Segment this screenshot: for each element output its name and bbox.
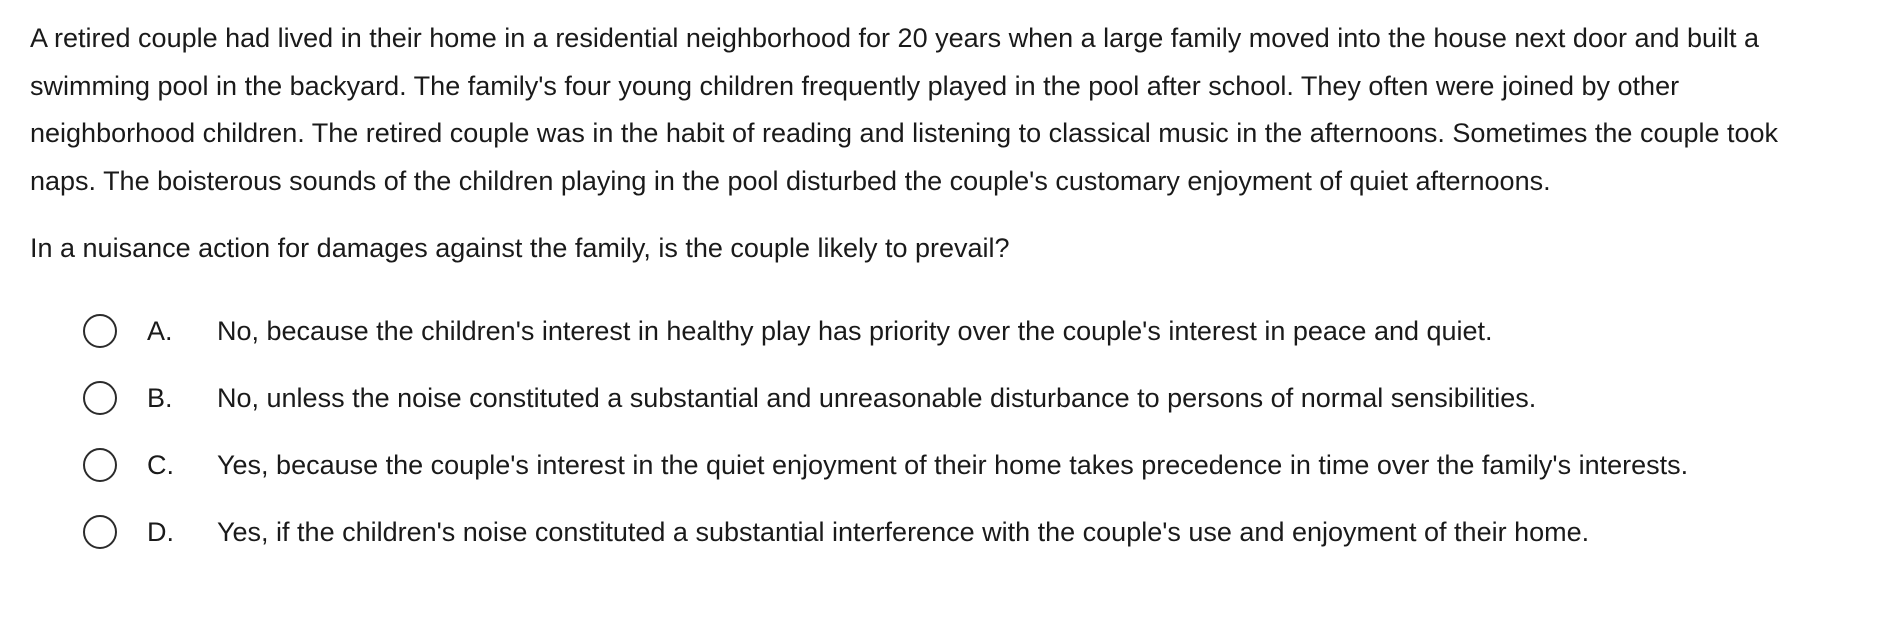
option-a[interactable]: A. No, because the children's interest i…	[83, 298, 1848, 365]
option-b[interactable]: B. No, unless the noise constituted a su…	[83, 365, 1848, 432]
option-letter: B.	[147, 382, 173, 413]
question-stem: A retired couple had lived in their home…	[30, 23, 1779, 196]
option-text: No, unless the noise constituted a subst…	[217, 382, 1537, 413]
radio-button-c[interactable]	[83, 448, 117, 482]
option-letter: A.	[147, 315, 173, 346]
option-c[interactable]: C. Yes, because the couple's interest in…	[83, 432, 1848, 499]
option-letter: D.	[147, 516, 174, 547]
option-text: No, because the children's interest in h…	[217, 315, 1493, 346]
radio-button-b[interactable]	[83, 381, 117, 415]
radio-button-a[interactable]	[83, 314, 117, 348]
option-text: Yes, if the children's noise constituted…	[217, 516, 1590, 547]
radio-button-d[interactable]	[83, 515, 117, 549]
question-prompt: In a nuisance action for damages against…	[30, 233, 1010, 263]
answer-options: A. No, because the children's interest i…	[30, 298, 1848, 566]
option-text: Yes, because the couple's interest in th…	[217, 449, 1689, 480]
option-letter: C.	[147, 449, 174, 480]
option-d[interactable]: D. Yes, if the children's noise constitu…	[83, 499, 1848, 566]
